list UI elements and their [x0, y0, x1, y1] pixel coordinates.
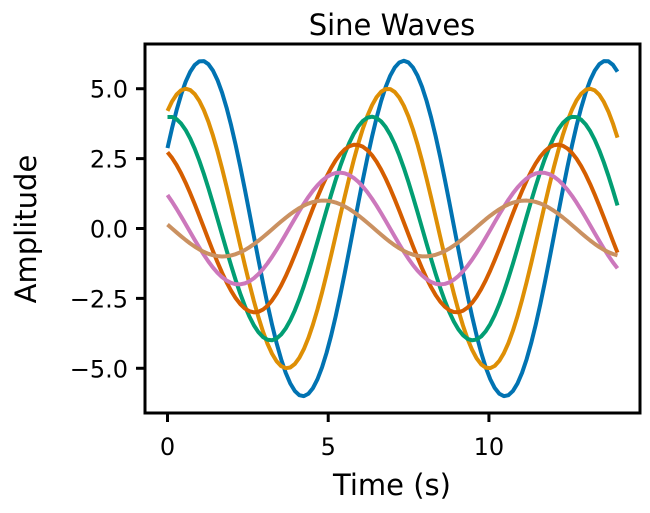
x-tick-label: 5 [321, 433, 336, 461]
x-tick-label: 0 [160, 433, 175, 461]
y-axis-label: Amplitude [9, 155, 43, 304]
y-tick-label: 0.0 [90, 216, 128, 244]
y-tick-label: −2.5 [70, 285, 128, 313]
y-tick-label: 2.5 [90, 146, 128, 174]
series-line-6 [166, 198, 619, 259]
x-axis-label: Time (s) [332, 468, 451, 502]
plot-lines [165, 58, 620, 399]
series-line-4 [165, 142, 620, 315]
series-line-3 [167, 114, 620, 343]
y-tick-label: −5.0 [70, 355, 128, 383]
x-tick-label: 10 [474, 433, 505, 461]
y-tick-label: 5.0 [90, 76, 128, 104]
series-line-1 [165, 58, 620, 399]
series-line-5 [165, 170, 620, 287]
x-axis-ticks: 0 5 10 [160, 413, 504, 461]
y-axis-ticks: −5.0 −2.5 0.0 2.5 5.0 [70, 76, 145, 383]
chart-title: Sine Waves [309, 8, 476, 42]
series-line-2 [165, 86, 620, 371]
